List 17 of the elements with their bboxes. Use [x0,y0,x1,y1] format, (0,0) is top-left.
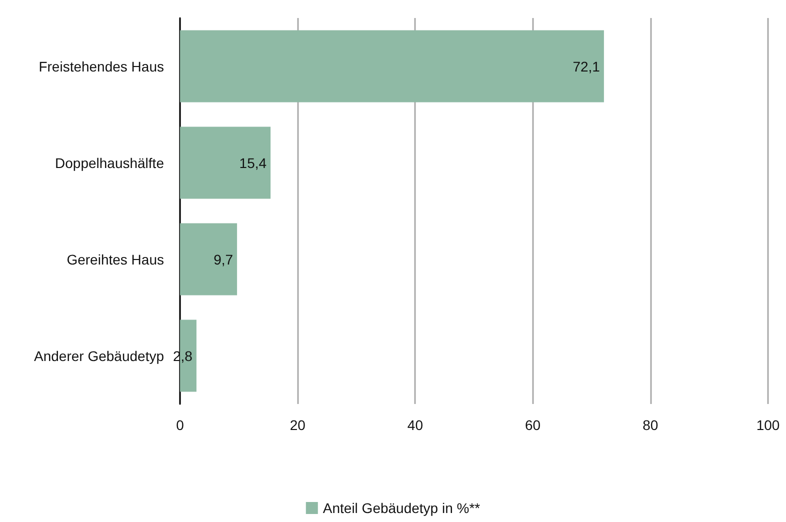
data-label: 15,4 [239,154,267,171]
x-tick-label: 40 [407,417,424,433]
bar [180,223,238,296]
legend-label: Anteil Gebäudetyp in %** [322,500,481,516]
y-tick-label: Doppelhaushälfte [55,154,164,171]
bar [180,30,604,102]
y-tick-label: Anderer Gebäudetyp [34,348,164,364]
data-label: 72,1 [572,58,600,74]
x-tick-label: 100 [756,417,780,433]
x-tick-label: 80 [642,417,658,433]
bar [180,126,271,199]
y-tick-label: Freistehendes Haus [38,58,164,74]
x-tick-label: 0 [176,417,184,433]
data-label: 9,7 [214,251,234,268]
y-tick-label: Gereihtes Haus [66,251,164,268]
x-tick-label: 60 [525,417,541,433]
x-tick-label: 20 [290,417,306,433]
